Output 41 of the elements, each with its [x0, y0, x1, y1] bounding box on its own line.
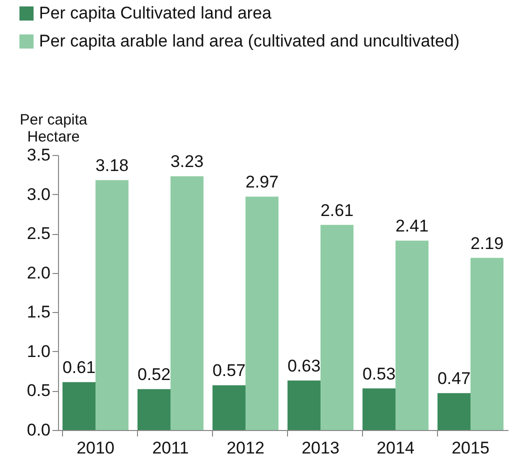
data-label: 0.53	[362, 364, 396, 384]
y-tick-label: 3.0	[26, 184, 50, 204]
bar	[138, 389, 170, 430]
data-label: 0.52	[137, 365, 171, 384]
x-tick-label: 2011	[152, 438, 189, 458]
bar	[246, 196, 278, 430]
x-tick-label: 2014	[376, 438, 414, 458]
y-tick-label: 2.5	[26, 224, 50, 244]
data-label: 2.19	[470, 234, 504, 253]
bar	[438, 393, 470, 430]
data-label: 2.61	[320, 200, 354, 220]
bar	[96, 180, 128, 430]
bar	[62, 382, 96, 430]
bar	[470, 258, 504, 430]
data-label: 2.97	[245, 172, 279, 192]
y-tick-label: 1.5	[26, 302, 50, 322]
data-label: 0.61	[62, 358, 96, 378]
data-label: 0.57	[212, 361, 246, 380]
bar	[396, 240, 428, 430]
y-tick-label: 0.5	[26, 381, 50, 400]
data-label: 0.63	[287, 356, 321, 376]
y-axis-title: Per capita Hectare	[20, 112, 88, 146]
x-tick-label: 2012	[226, 438, 264, 458]
data-label: 0.47	[437, 369, 471, 388]
legend-label: Per capita Cultivated land area	[39, 4, 272, 22]
x-tick-label: 2015	[452, 438, 490, 458]
data-label: 3.23	[170, 152, 204, 172]
y-tick-label: 2.0	[26, 263, 50, 282]
bar	[170, 176, 204, 430]
bar	[212, 385, 246, 430]
data-label: 2.41	[395, 216, 429, 236]
x-tick-label: 2013	[302, 438, 340, 458]
y-tick-label: 0.0	[26, 420, 50, 440]
bar	[362, 388, 396, 430]
data-label: 3.18	[95, 156, 129, 176]
bar	[320, 224, 354, 430]
bar	[288, 380, 320, 430]
y-tick-label: 3.5	[26, 146, 50, 164]
y-tick-label: 1.0	[26, 342, 50, 361]
legend-label: Per capita arable land area (cultivated and uncultivated)	[39, 32, 460, 50]
x-tick-label: 2010	[76, 438, 114, 458]
